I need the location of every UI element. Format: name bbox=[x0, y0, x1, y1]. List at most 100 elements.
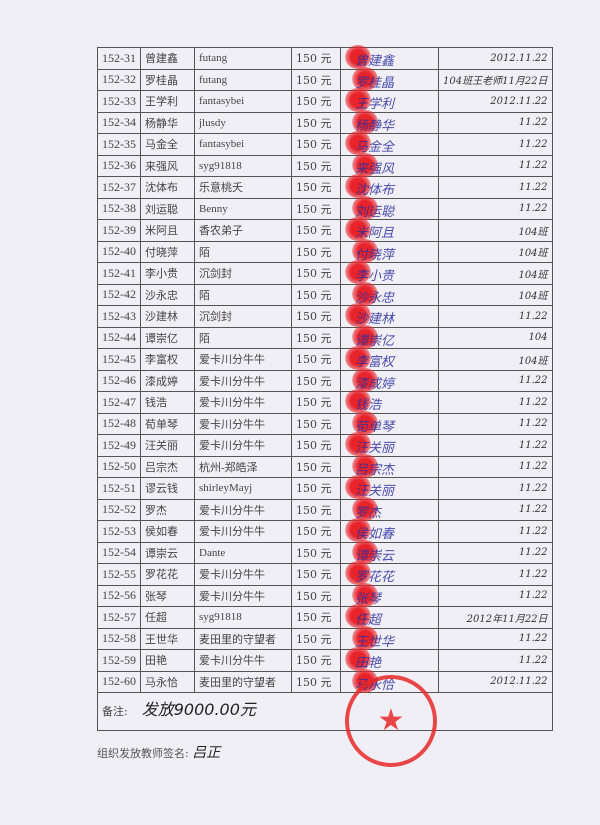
row-date: 104班 bbox=[438, 283, 553, 306]
table-row: 152-52 罗杰 爱卡川分牛牛 150 元罗杰 11.22 bbox=[97, 496, 553, 521]
table-row: 152-44 谭崇亿陌 150 元谭崇亿 104 bbox=[97, 324, 553, 349]
row-amount: 150 元 bbox=[291, 520, 341, 543]
table-row: 152-54 谭崇云 Dante 150 元谭崇云 11.22 bbox=[97, 539, 553, 564]
row-date: 11.22 bbox=[438, 154, 553, 177]
row-id: 152-39 bbox=[97, 219, 141, 242]
row-amount: 150 元 bbox=[291, 283, 341, 306]
row-amount: 150 元 bbox=[291, 412, 341, 435]
table-row: 152-42 沙永忠陌 150 元沙永忠 104班 bbox=[97, 281, 553, 306]
row-name: 张琴 bbox=[140, 584, 195, 607]
row-date: 104班 bbox=[438, 348, 553, 371]
fingerprint-mark bbox=[345, 303, 371, 327]
row-date: 104班 bbox=[438, 240, 553, 263]
fingerprint-mark bbox=[352, 66, 378, 91]
table-row: 152-55 罗花花 爱卡川分牛牛 150 元罗花花 11.22 bbox=[97, 561, 553, 586]
row-nickname: 杭州-郑皓泽 bbox=[194, 455, 292, 478]
row-signature: 曾建鑫 bbox=[355, 54, 395, 69]
row-signature: 汪关丽 bbox=[355, 484, 395, 499]
row-amount: 150 元 bbox=[291, 154, 341, 177]
row-amount: 150 元 bbox=[291, 197, 341, 220]
row-name: 刘运聪 bbox=[140, 197, 195, 220]
fingerprint-mark bbox=[352, 281, 378, 306]
row-amount: 150 元 bbox=[291, 434, 341, 457]
fingerprint-mark bbox=[345, 131, 371, 155]
row-nickname: 爱卡川分牛牛 bbox=[194, 434, 292, 457]
row-signature: 马金全 bbox=[355, 140, 395, 155]
row-nickname: 麦田里的守望者 bbox=[194, 627, 292, 650]
row-date: 2012.11.22 bbox=[438, 47, 553, 70]
row-nickname: 爱卡川分牛牛 bbox=[194, 563, 292, 586]
row-amount: 150 元 bbox=[291, 240, 341, 263]
row-id: 152-40 bbox=[97, 240, 141, 263]
row-nickname: Dante bbox=[194, 541, 292, 564]
row-name: 罗杰 bbox=[140, 498, 195, 521]
row-signature: 漆成婷 bbox=[355, 376, 395, 392]
row-nickname: Benny bbox=[194, 197, 292, 220]
table-row: 152-34 杨静华 jlusdy 150 元杨静华 11.22 bbox=[97, 109, 553, 134]
row-name: 米阿且 bbox=[140, 219, 195, 242]
row-signature: 罗杰 bbox=[355, 505, 382, 521]
row-name: 付晓萍 bbox=[140, 240, 195, 263]
row-signature: 王学利 bbox=[355, 97, 395, 112]
row-name: 罗桂晶 bbox=[140, 68, 195, 91]
fingerprint-mark bbox=[352, 625, 378, 650]
row-name: 王学利 bbox=[140, 90, 195, 113]
fingerprint-mark bbox=[352, 238, 378, 263]
row-amount: 150 元 bbox=[291, 47, 341, 70]
table-row: 152-49 汪关丽 爱卡川分牛牛 150 元汪关丽 11.22 bbox=[97, 432, 553, 457]
row-amount: 150 元 bbox=[291, 498, 341, 521]
row-signature: 罗桂晶 bbox=[355, 75, 395, 91]
table-row: 152-59 田艳 爱卡川分牛牛 150 元田艳 11.22 bbox=[97, 647, 553, 672]
row-id: 152-36 bbox=[97, 154, 141, 177]
row-id: 152-52 bbox=[97, 498, 141, 521]
table-row: 152-43 沙建林 沉剑封 150 元沙建林 11.22 bbox=[97, 303, 553, 328]
row-id: 152-41 bbox=[97, 262, 141, 285]
fingerprint-mark bbox=[345, 561, 371, 585]
row-name: 谭崇亿 bbox=[140, 326, 195, 349]
row-id: 152-51 bbox=[97, 477, 141, 500]
row-signature: 米阿且 bbox=[355, 226, 395, 241]
row-amount: 150 元 bbox=[291, 670, 341, 693]
row-signature: 张琴 bbox=[355, 591, 382, 607]
row-date: 11.22 bbox=[438, 627, 553, 650]
row-id: 152-53 bbox=[97, 520, 141, 543]
row-amount: 150 元 bbox=[291, 649, 341, 672]
remark-label: 备注: bbox=[102, 705, 128, 718]
row-signature: 汪关丽 bbox=[355, 441, 395, 456]
teacher-signature: 吕正 bbox=[192, 745, 221, 761]
row-nickname: 爱卡川分牛牛 bbox=[194, 649, 292, 672]
fingerprint-mark bbox=[352, 152, 378, 177]
row-amount: 150 元 bbox=[291, 627, 341, 650]
row-date: 11.22 bbox=[438, 563, 553, 586]
row-id: 152-46 bbox=[97, 369, 141, 392]
table-row: 152-31 曾建鑫 futang 150 元曾建鑫 2012.11.22 bbox=[97, 45, 553, 70]
table-row: 152-36 来强风 syg91818 150 元来强风 11.22 bbox=[97, 152, 553, 177]
fingerprint-mark bbox=[352, 582, 378, 607]
row-name: 曾建鑫 bbox=[140, 47, 195, 70]
fingerprint-mark bbox=[345, 88, 371, 112]
row-signature: 李富权 bbox=[355, 355, 395, 370]
row-date: 11.22 bbox=[438, 584, 553, 607]
row-date: 11.22 bbox=[438, 541, 553, 564]
table-row: 152-33 王学利 fantasybei 150 元王学利 2012.11.22 bbox=[97, 88, 553, 113]
row-date: 2012年11月22日 bbox=[438, 606, 553, 629]
fingerprint-mark bbox=[345, 217, 371, 241]
row-nickname: 爱卡川分牛牛 bbox=[194, 584, 292, 607]
row-date: 104 bbox=[438, 326, 553, 349]
row-date: 11.22 bbox=[438, 197, 553, 220]
row-nickname: syg91818 bbox=[194, 606, 292, 629]
row-date: 11.22 bbox=[438, 369, 553, 392]
table-row: 152-56 张琴 爱卡川分牛牛 150 元张琴 11.22 bbox=[97, 582, 553, 607]
table-row: 152-46 漆成婷 爱卡川分牛牛 150 元漆成婷 11.22 bbox=[97, 367, 553, 392]
row-amount: 150 元 bbox=[291, 455, 341, 478]
table-row: 152-39 米阿且 香农弟子 150 元米阿且 104班 bbox=[97, 217, 553, 242]
row-name: 李小贵 bbox=[140, 262, 195, 285]
fingerprint-mark bbox=[352, 453, 378, 478]
table-row: 152-57 任超 syg91818 150 元任超 2012年11月22日 bbox=[97, 604, 553, 629]
row-signature: 吕宗杰 bbox=[355, 462, 395, 478]
row-date: 11.22 bbox=[438, 133, 553, 156]
row-id: 152-55 bbox=[97, 563, 141, 586]
row-name: 田艳 bbox=[140, 649, 195, 672]
table-row: 152-37 沈体布 乐意桃夭 150 元沈体布 11.22 bbox=[97, 174, 553, 199]
row-nickname: 爱卡川分牛牛 bbox=[194, 369, 292, 392]
